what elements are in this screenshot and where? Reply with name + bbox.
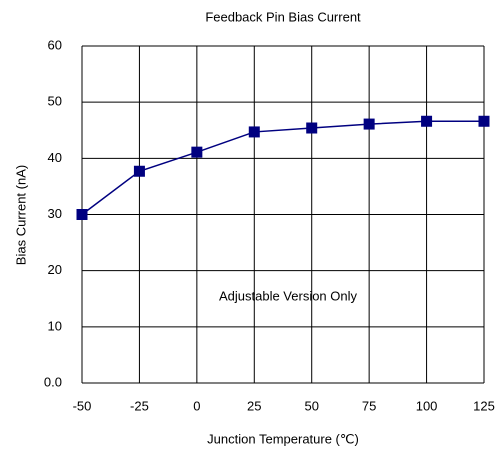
- x-tick-label: 50: [304, 398, 318, 413]
- x-axis-label: Junction Temperature (℃): [207, 431, 359, 446]
- marker: [421, 115, 433, 127]
- x-tick-label: 100: [416, 398, 438, 413]
- marker: [306, 122, 318, 134]
- chart-title: Feedback Pin Bias Current: [205, 9, 361, 24]
- x-tick-label: -25: [130, 398, 149, 413]
- marker: [191, 146, 203, 158]
- x-tick-label: 25: [247, 398, 261, 413]
- marker: [133, 165, 145, 177]
- marker: [363, 118, 375, 130]
- marker: [478, 115, 490, 127]
- x-tick-label: 75: [362, 398, 376, 413]
- y-tick-label: 0.0: [44, 374, 62, 389]
- y-tick-label: 60: [48, 37, 62, 52]
- x-tick-label: 0: [193, 398, 200, 413]
- marker: [248, 126, 260, 138]
- x-tick-label: -50: [73, 398, 92, 413]
- series-line: [81, 120, 484, 216]
- y-tick-label: 20: [48, 262, 62, 277]
- y-axis-label: Bias Current (nA): [13, 165, 28, 265]
- y-tick-label: 30: [48, 206, 62, 221]
- marker: [76, 209, 88, 220]
- annotation: Adjustable Version Only: [219, 288, 358, 303]
- y-tick-label: 10: [48, 318, 62, 333]
- x-tick-label: 125: [473, 398, 495, 413]
- y-tick-label: 40: [48, 150, 62, 165]
- y-tick-label: 50: [48, 94, 62, 109]
